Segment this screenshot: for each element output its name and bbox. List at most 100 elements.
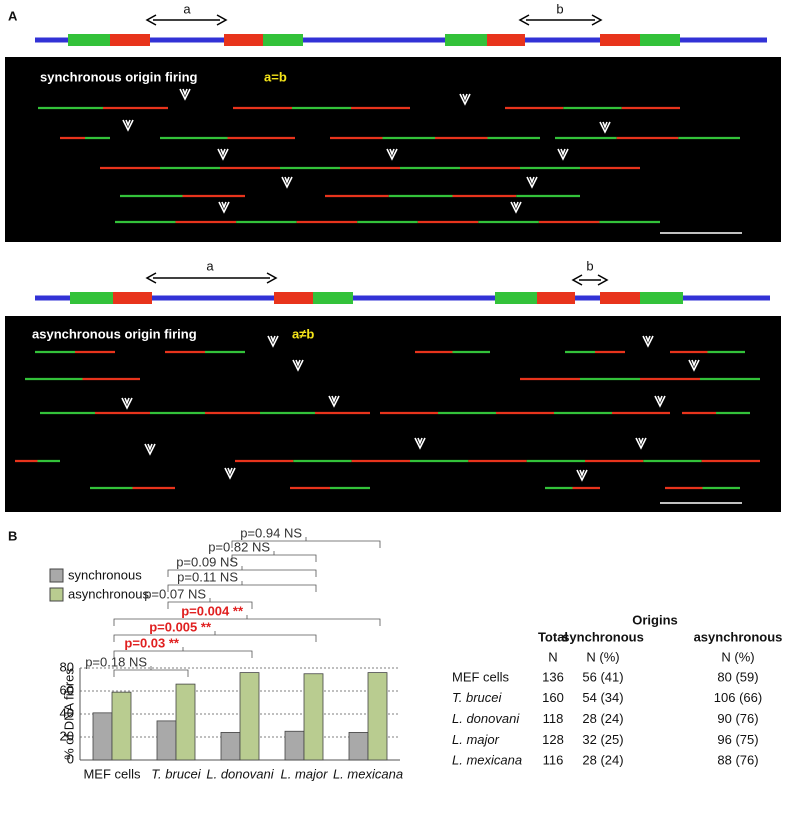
panel-label: A (8, 8, 18, 23)
origin-marker (557, 148, 569, 161)
significance-bracket (113, 615, 381, 626)
arrow-label: b (556, 1, 563, 16)
label-segment (70, 292, 113, 304)
label-segment (487, 34, 525, 46)
origin-marker (576, 469, 588, 482)
origin-marker (526, 176, 538, 189)
table-header: asynchronous (694, 629, 783, 644)
table-header: synchronous (562, 629, 644, 644)
label-segment (263, 34, 303, 46)
label-segment (445, 34, 487, 46)
table-group-header: Origins (632, 612, 678, 627)
y-tick-label: 60 (60, 682, 74, 697)
table-cell: 90 (76) (717, 711, 758, 726)
origin-marker (267, 335, 279, 348)
significance-label: p=0.07 NS (144, 586, 206, 601)
table-cell: 28 (24) (582, 711, 623, 726)
significance-bracket (113, 647, 253, 658)
panel-label: B (8, 528, 17, 543)
y-axis-label: % of DNA fibres (61, 668, 76, 760)
significance-bracket (167, 581, 317, 592)
bar (220, 732, 241, 761)
table-cell: 118 (543, 711, 564, 726)
origin-marker (459, 93, 471, 106)
table-cell: 56 (41) (582, 669, 623, 684)
y-tick-label: 80 (60, 659, 74, 674)
significance-label: p=0.94 NS (240, 525, 302, 540)
image-caption: asynchronous origin firing (32, 326, 197, 341)
label-segment (68, 34, 110, 46)
table-cell: 88 (76) (717, 753, 758, 768)
origin-marker (144, 443, 156, 456)
bar (303, 673, 324, 761)
table-cell: 32 (25) (582, 732, 623, 747)
y-tick-label: 0 (67, 751, 74, 766)
label-segment (495, 292, 537, 304)
origin-marker (688, 359, 700, 372)
label-segment (600, 34, 640, 46)
label-segment (224, 34, 263, 46)
bar (367, 672, 388, 761)
arrow-head (571, 274, 609, 286)
table-cell: 116 (543, 753, 564, 768)
origin-marker (122, 119, 134, 132)
bar (111, 691, 132, 761)
x-tick-label: L. donovani (206, 766, 274, 781)
origin-marker (654, 395, 666, 408)
legend-swatch (49, 587, 64, 602)
significance-bracket (231, 551, 317, 562)
table-cell: L. major (452, 732, 500, 747)
significance-label: p=0.004 ** (181, 603, 244, 618)
table-cell: 54 (34) (582, 690, 623, 705)
arrow-head (145, 14, 228, 26)
image-caption: synchronous origin firing (40, 69, 198, 84)
legend-swatch (49, 568, 64, 583)
significance-label: p=0.005 ** (149, 619, 212, 634)
origin-marker (510, 201, 522, 214)
origin-marker (292, 359, 304, 372)
bar (239, 672, 260, 761)
arrow-head (518, 14, 603, 26)
origin-marker (414, 437, 426, 450)
significance-label: p=0.09 NS (176, 554, 238, 569)
significance-label: p=0.82 NS (208, 539, 270, 554)
significance-bracket (167, 566, 317, 577)
table-cell: 96 (75) (717, 732, 758, 747)
table-cell: 128 (542, 732, 564, 747)
label-segment (640, 292, 683, 304)
label-segment (110, 34, 150, 46)
label-segment (600, 292, 640, 304)
table-cell: 136 (542, 669, 564, 684)
table-cell: 80 (59) (717, 669, 758, 684)
label-segment (274, 292, 313, 304)
origin-marker (635, 437, 647, 450)
origin-marker (328, 395, 340, 408)
x-tick-label: L. mexicana (333, 766, 403, 781)
x-tick-label: MEF cells (83, 766, 141, 781)
origin-marker (224, 467, 236, 480)
table-cell: 160 (542, 690, 564, 705)
significance-label: p=0.11 NS (177, 569, 238, 584)
image-relation: a=b (264, 69, 287, 84)
bar (284, 730, 305, 761)
origin-marker (281, 176, 293, 189)
label-segment (313, 292, 353, 304)
x-tick-label: L. major (281, 766, 329, 781)
label-segment (113, 292, 152, 304)
significance-bracket (113, 666, 189, 677)
significance-bracket (231, 537, 381, 548)
arrow-label: b (586, 258, 593, 273)
significance-label: p=0.18 NS (85, 654, 147, 669)
origin-marker (218, 201, 230, 214)
table-cell: 106 (66) (714, 690, 762, 705)
bar (156, 720, 177, 761)
table-cell: T. brucei (452, 690, 502, 705)
table-header: Total (538, 629, 568, 644)
label-segment (537, 292, 575, 304)
significance-label: p=0.03 ** (124, 635, 180, 650)
y-tick-label: 40 (60, 705, 74, 720)
table-unit: N (%) (721, 649, 754, 664)
origin-marker (599, 121, 611, 134)
origin-marker (121, 397, 133, 410)
